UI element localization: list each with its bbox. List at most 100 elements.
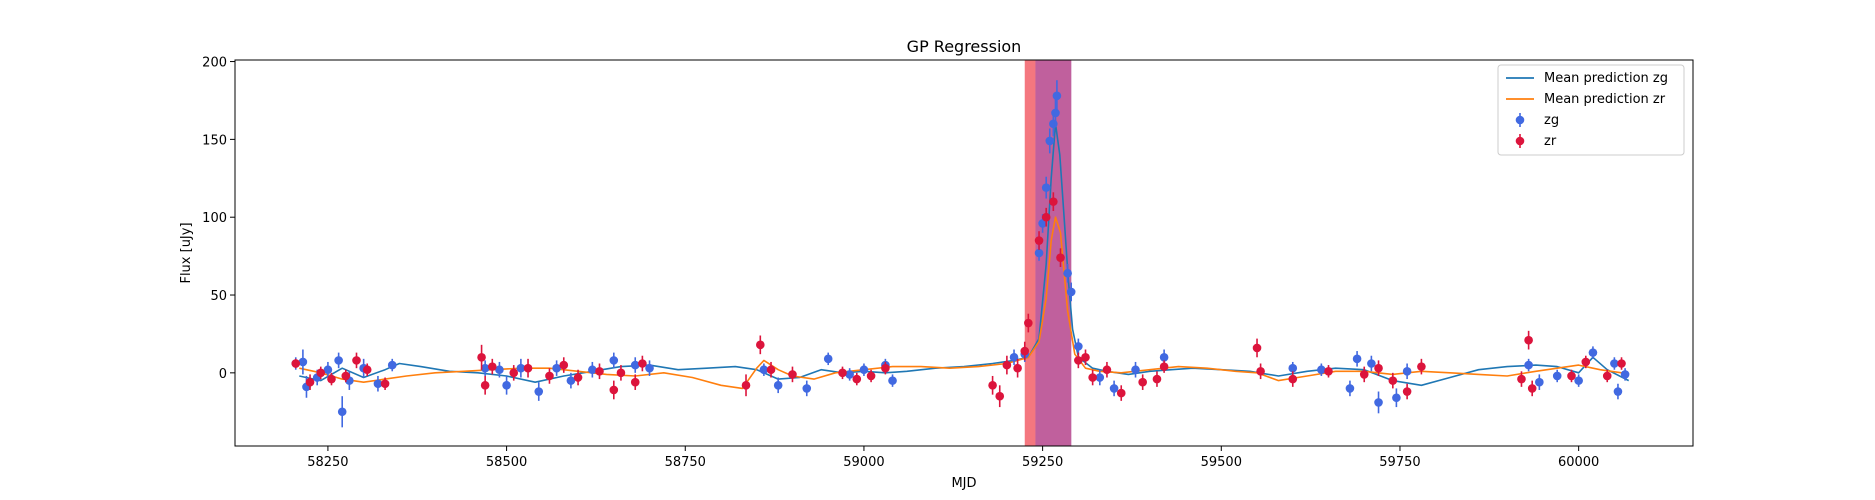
point-zg-17 (566, 372, 576, 389)
legend-label: Mean prediction zg (1544, 71, 1668, 86)
point-zg-9 (373, 375, 383, 392)
data-point (788, 370, 797, 379)
point-zr-36 (1041, 207, 1051, 227)
point-zr-60 (1581, 355, 1591, 369)
point-zr-56 (1517, 371, 1526, 387)
data-point (1051, 108, 1060, 118)
y-tick-label: 100 (202, 211, 227, 226)
point-zr-1 (305, 374, 315, 390)
point-zg-52 (1392, 388, 1401, 408)
data-point (1024, 318, 1033, 328)
point-zr-21 (741, 374, 751, 397)
data-point (516, 363, 526, 373)
data-point (552, 363, 561, 373)
point-zr-5 (352, 352, 361, 369)
point-zr-20 (638, 355, 647, 372)
data-point (1374, 398, 1383, 407)
data-point (609, 356, 619, 365)
data-point (1552, 371, 1562, 381)
point-zr-2 (316, 366, 326, 380)
legend-swatch (1515, 115, 1525, 125)
point-zr-41 (1088, 369, 1097, 386)
data-point (845, 370, 854, 379)
data-point (1081, 352, 1090, 362)
point-zr-57 (1524, 330, 1533, 350)
data-point (1402, 366, 1412, 376)
x-tick-label: 59750 (1379, 455, 1420, 470)
data-point (334, 356, 343, 365)
point-zg-38 (1052, 80, 1062, 112)
point-zg-42 (1095, 369, 1105, 386)
data-point (1074, 356, 1083, 365)
point-zg-26 (845, 368, 854, 381)
point-zg-16 (552, 360, 561, 376)
data-point (1517, 374, 1526, 384)
data-point (341, 371, 351, 381)
legend-entry-3: zr (1515, 134, 1557, 149)
legend-swatch (1515, 136, 1525, 146)
point-zr-31 (1002, 355, 1012, 375)
data-point (802, 384, 812, 393)
point-zr-33 (1020, 341, 1030, 361)
point-zg-20 (630, 357, 640, 373)
data-point (823, 354, 833, 364)
data-point (1352, 354, 1362, 364)
point-zg-43 (1109, 380, 1119, 397)
point-zr-28 (881, 361, 890, 375)
point-zg-18 (588, 361, 597, 378)
data-point (1045, 136, 1055, 146)
data-point (859, 365, 869, 375)
data-point (1527, 384, 1537, 393)
point-zg-29 (888, 374, 897, 387)
data-point (1066, 287, 1076, 297)
data-point (566, 376, 576, 385)
data-point (888, 376, 897, 385)
point-zg-48 (1345, 380, 1355, 397)
point-zg-61 (1620, 368, 1630, 381)
plot-frame (234, 59, 1694, 447)
point-zr-59 (1567, 369, 1576, 383)
data-point (1049, 197, 1058, 206)
data-point (1288, 374, 1298, 384)
point-zr-4 (341, 369, 351, 383)
legend-label: Mean prediction zr (1544, 92, 1666, 107)
data-point (866, 371, 876, 381)
data-point (1116, 388, 1126, 398)
data-point (1581, 357, 1591, 367)
data-point (487, 362, 497, 371)
point-zr-6 (362, 363, 372, 376)
point-zr-13 (545, 368, 554, 384)
data-point (1034, 236, 1044, 245)
point-zg-13 (502, 375, 511, 395)
data-point (1535, 377, 1544, 387)
data-point (1374, 363, 1383, 373)
point-zg-14 (516, 358, 526, 378)
y-tick-label: 50 (210, 289, 227, 304)
data-point (323, 365, 333, 375)
point-zr-32 (1013, 358, 1022, 378)
data-point (559, 360, 569, 370)
chart-title: GP Regression (907, 37, 1022, 56)
point-zr-23 (766, 361, 776, 378)
point-zr-17 (609, 380, 619, 400)
point-zr-8 (477, 344, 486, 370)
data-point (595, 366, 604, 376)
data-point (1288, 363, 1298, 373)
data-point (573, 373, 583, 382)
x-tick-label: 59500 (1201, 455, 1242, 470)
data-point (1417, 362, 1426, 371)
point-zg-35 (1045, 128, 1055, 154)
data-point (1256, 366, 1265, 376)
point-zg-15 (534, 382, 544, 401)
data-point (327, 374, 336, 384)
data-point (1252, 343, 1262, 353)
point-zg-41 (1074, 338, 1083, 355)
point-zr-45 (1152, 371, 1162, 387)
point-zr-38 (1056, 248, 1065, 268)
data-point (502, 380, 511, 390)
data-point (1049, 119, 1058, 129)
data-point (1063, 268, 1072, 278)
data-point (545, 371, 554, 381)
data-point (1020, 346, 1030, 356)
